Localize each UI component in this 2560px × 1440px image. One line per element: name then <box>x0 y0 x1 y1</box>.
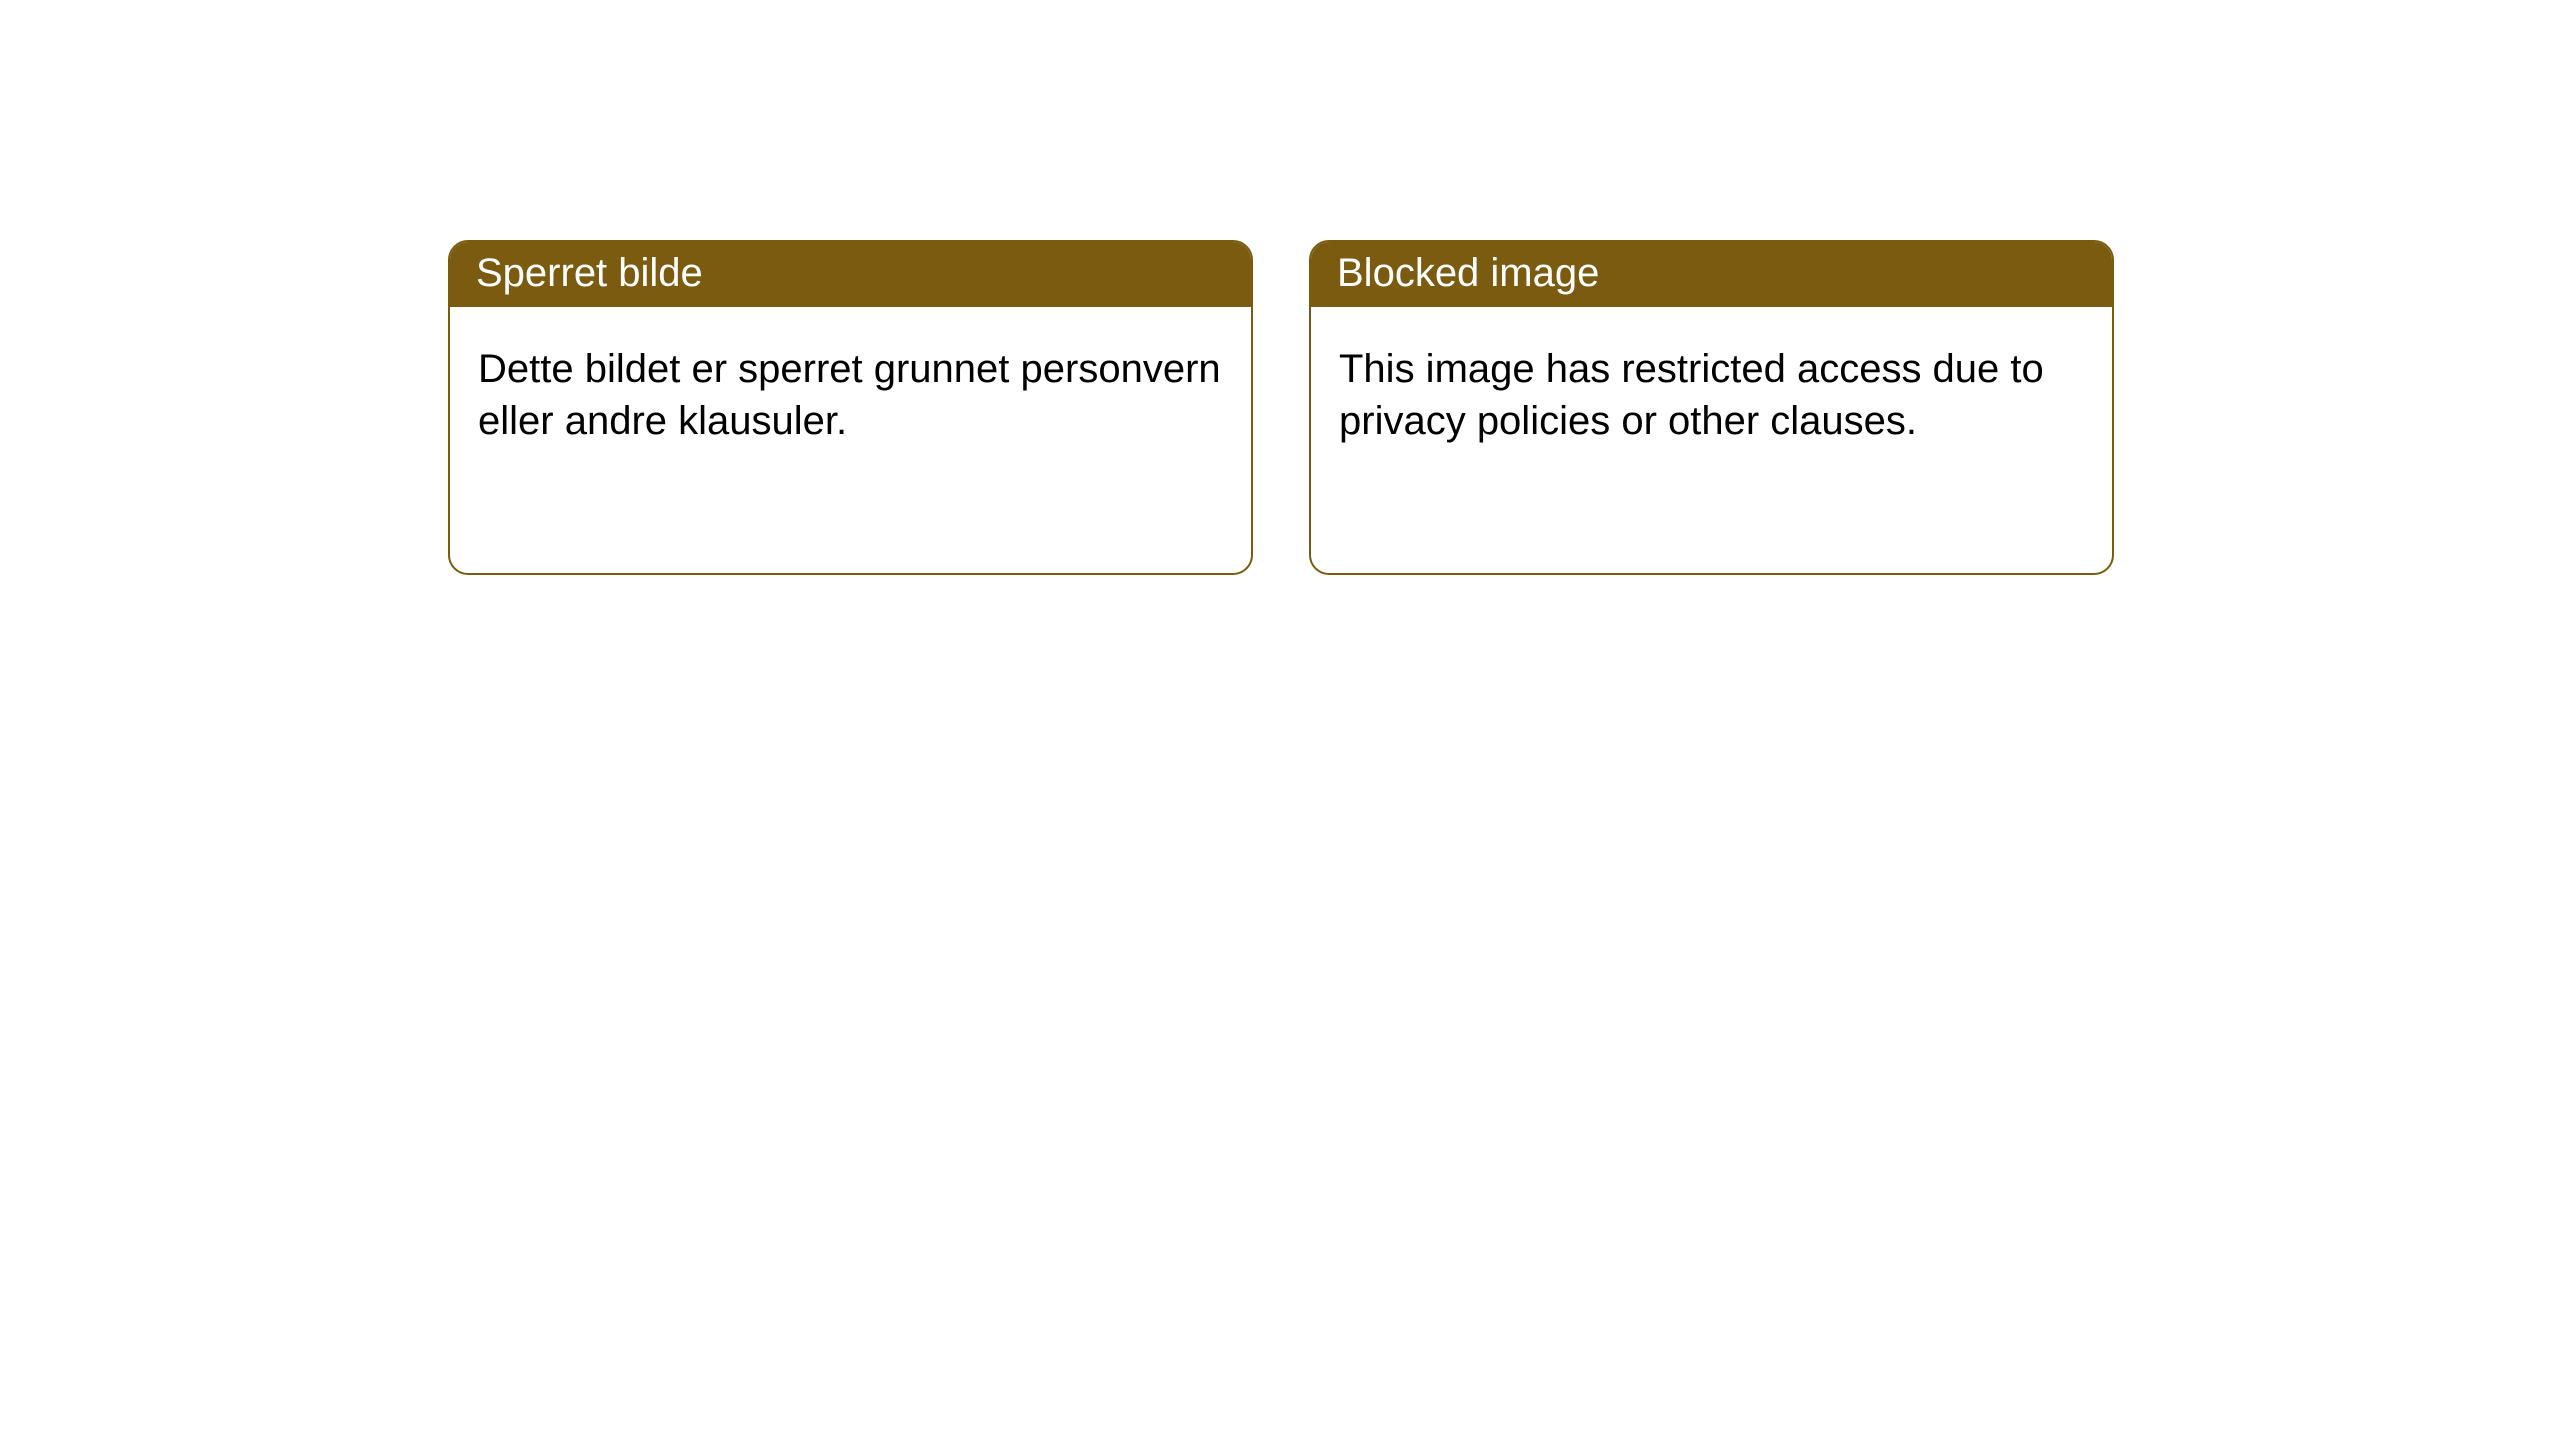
card-body-text-en: This image has restricted access due to … <box>1339 347 2044 443</box>
blocked-image-card-no: Sperret bilde Dette bildet er sperret gr… <box>448 240 1253 575</box>
card-header-no: Sperret bilde <box>450 242 1251 307</box>
card-title-en: Blocked image <box>1337 251 1599 295</box>
card-body-text-no: Dette bildet er sperret grunnet personve… <box>478 347 1221 443</box>
card-body-no: Dette bildet er sperret grunnet personve… <box>450 307 1251 475</box>
card-header-en: Blocked image <box>1311 242 2112 307</box>
card-title-no: Sperret bilde <box>476 251 703 295</box>
card-body-en: This image has restricted access due to … <box>1311 307 2112 475</box>
blocked-image-card-en: Blocked image This image has restricted … <box>1309 240 2114 575</box>
cards-container: Sperret bilde Dette bildet er sperret gr… <box>0 0 2560 575</box>
